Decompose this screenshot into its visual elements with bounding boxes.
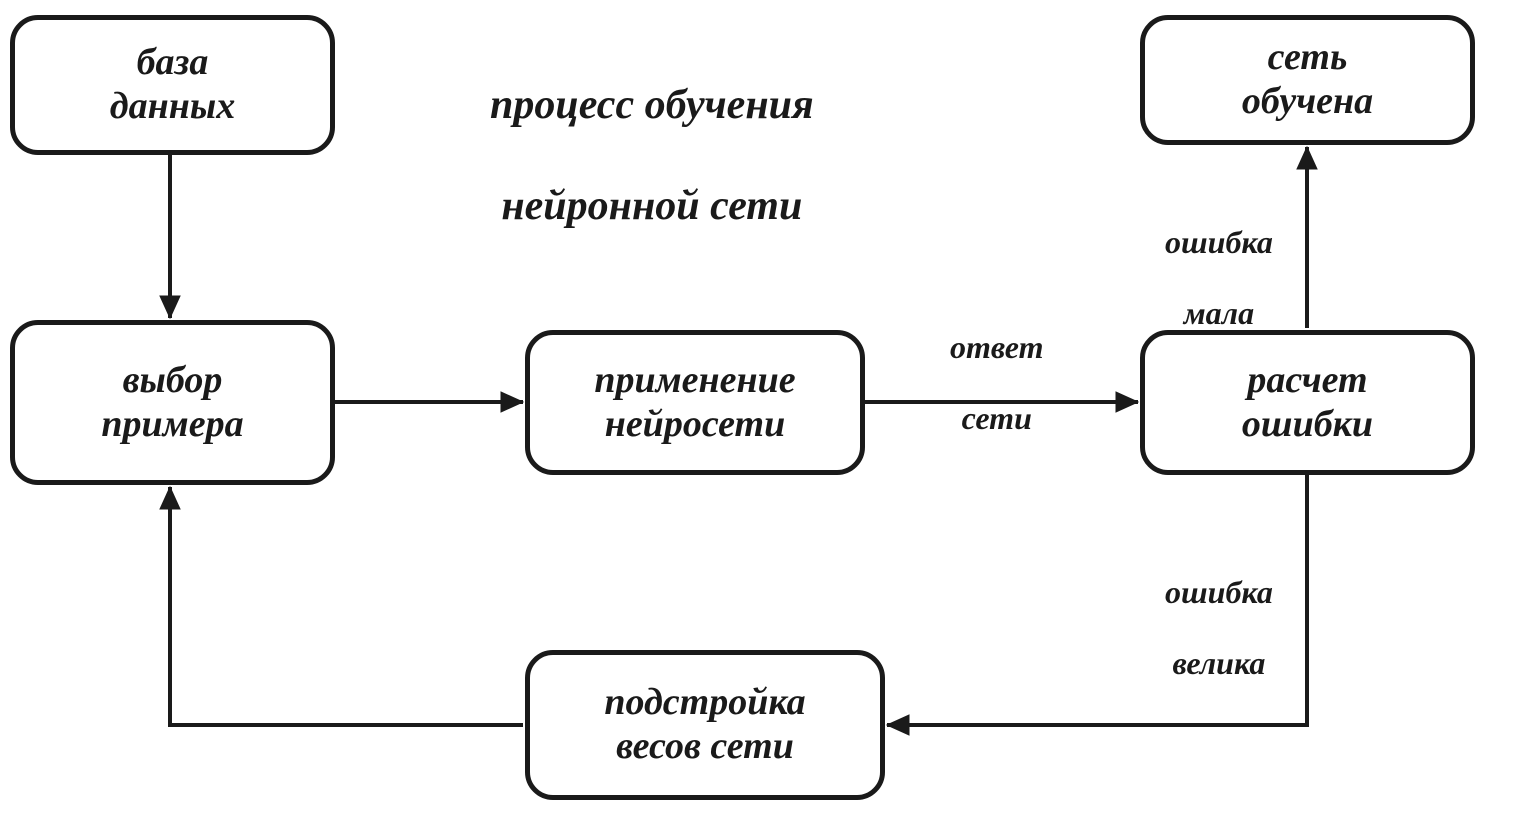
node-label: выбор: [123, 359, 223, 401]
arrowhead-icon: [1297, 147, 1317, 169]
node-database: база данных: [10, 15, 335, 155]
node-select-example: выбор примера: [10, 320, 335, 485]
node-compute-error: расчет ошибки: [1140, 330, 1475, 475]
arrowhead-icon: [160, 487, 180, 509]
node-apply-network: применение нейросети: [525, 330, 865, 475]
label-line: сети: [962, 400, 1032, 436]
arrowhead-icon: [501, 392, 523, 412]
node-label: применение: [594, 359, 795, 401]
node-trained: сеть обучена: [1140, 15, 1475, 145]
title-line2: нейронной сети: [501, 183, 802, 229]
label-line: ошибка: [1165, 224, 1273, 260]
label-line: велика: [1172, 645, 1265, 681]
label-line: ответ: [950, 329, 1043, 365]
title-line1: процесс обучения: [490, 82, 814, 128]
node-label: ошибки: [1242, 403, 1373, 445]
arrowhead-icon: [160, 296, 180, 318]
arrowhead-icon: [1116, 392, 1138, 412]
node-label: весов сети: [616, 725, 794, 767]
label-line: ошибка: [1165, 574, 1273, 610]
node-label: примера: [101, 403, 243, 445]
edge-adjust-to-select: [170, 487, 523, 725]
arrowhead-icon: [887, 715, 909, 735]
node-label: нейросети: [605, 403, 786, 445]
label-line: мала: [1184, 295, 1254, 331]
edge-label-error-small: ошибка мала: [1165, 190, 1273, 331]
edge-label-answer: ответ сети: [950, 295, 1043, 436]
node-label: расчет: [1247, 359, 1367, 401]
edge-label-error-big: ошибка велика: [1165, 540, 1273, 681]
node-label: обучена: [1242, 80, 1373, 122]
diagram-title: процесс обучения нейронной сети: [490, 30, 814, 232]
flowchart-canvas: процесс обучения нейронной сети база дан…: [0, 0, 1532, 828]
node-label: данных: [110, 85, 235, 127]
node-adjust-weights: подстройка весов сети: [525, 650, 885, 800]
node-label: сеть: [1268, 36, 1348, 78]
node-label: подстройка: [604, 681, 805, 723]
node-label: база: [137, 41, 209, 83]
